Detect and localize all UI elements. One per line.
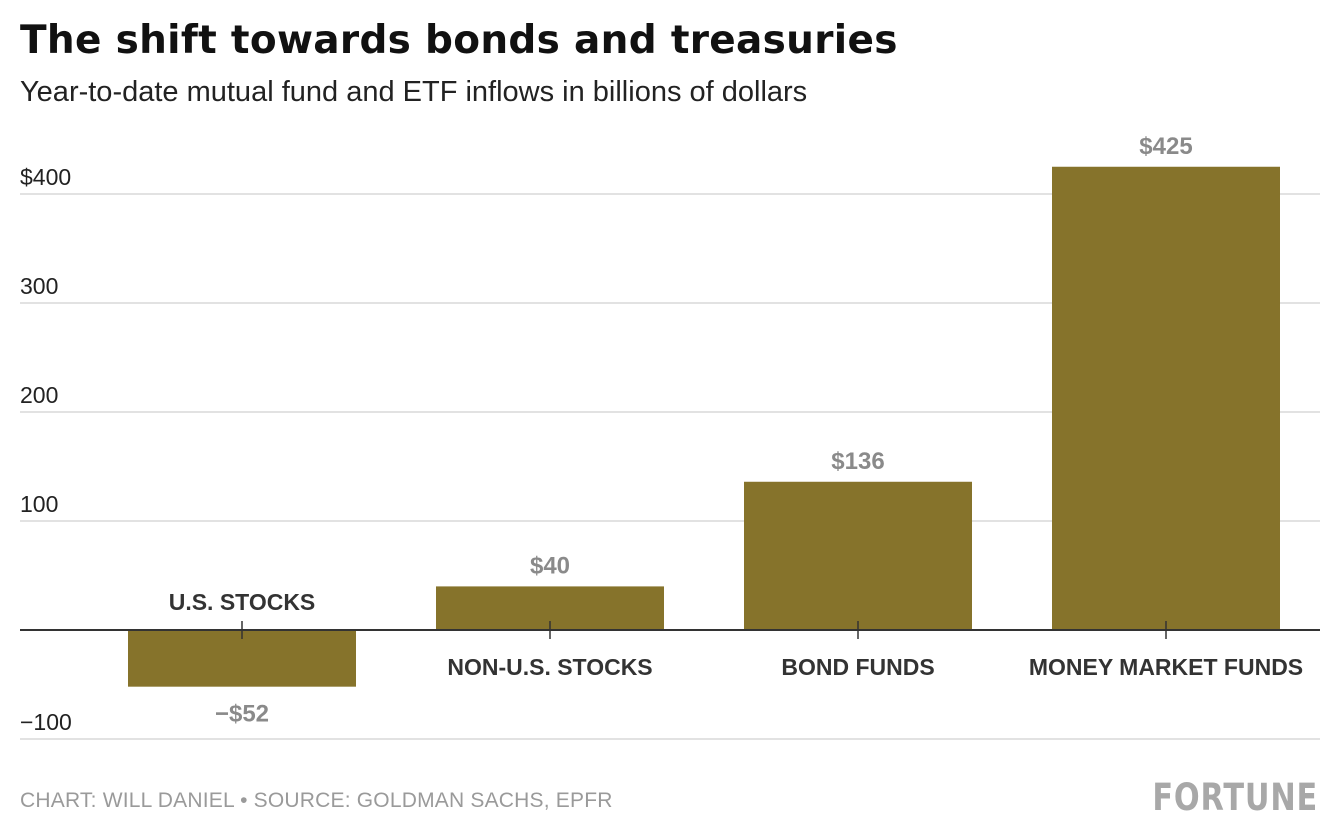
- bar-value-label: −$52: [215, 701, 269, 728]
- chart-subtitle: Year-to-date mutual fund and ETF inflows…: [20, 76, 808, 108]
- source-credit: CHART: WILL DANIEL • SOURCE: GOLDMAN SAC…: [20, 789, 613, 812]
- fortune-logo: FORTUNE: [1152, 776, 1318, 819]
- bar: [744, 481, 972, 630]
- y-tick-label: −100: [20, 709, 72, 735]
- zero-axis: [20, 621, 1320, 639]
- y-tick-label: $400: [20, 164, 71, 190]
- bar: [1052, 166, 1280, 630]
- category-label: NON-U.S. STOCKS: [447, 654, 652, 680]
- y-tick-label: 100: [20, 491, 58, 517]
- category-label: MONEY MARKET FUNDS: [1029, 654, 1303, 680]
- labels: −$52 U.S. STOCKS $40 NON-U.S. STOCKS $136 BON…: [169, 133, 1303, 728]
- y-tick-label: 300: [20, 273, 58, 299]
- category-label: BOND FUNDS: [781, 654, 934, 680]
- bars: [128, 166, 1280, 687]
- bar-value-label: $425: [1139, 133, 1192, 160]
- bar-value-label: $40: [530, 552, 570, 579]
- y-axis-tick-labels: −100 100 200 300 $400: [20, 164, 72, 735]
- chart-title: The shift towards bonds and treasuries: [20, 18, 898, 63]
- category-label: U.S. STOCKS: [169, 589, 316, 615]
- bar-value-label: $136: [831, 448, 884, 475]
- y-tick-label: 200: [20, 382, 58, 408]
- bar: [128, 630, 356, 687]
